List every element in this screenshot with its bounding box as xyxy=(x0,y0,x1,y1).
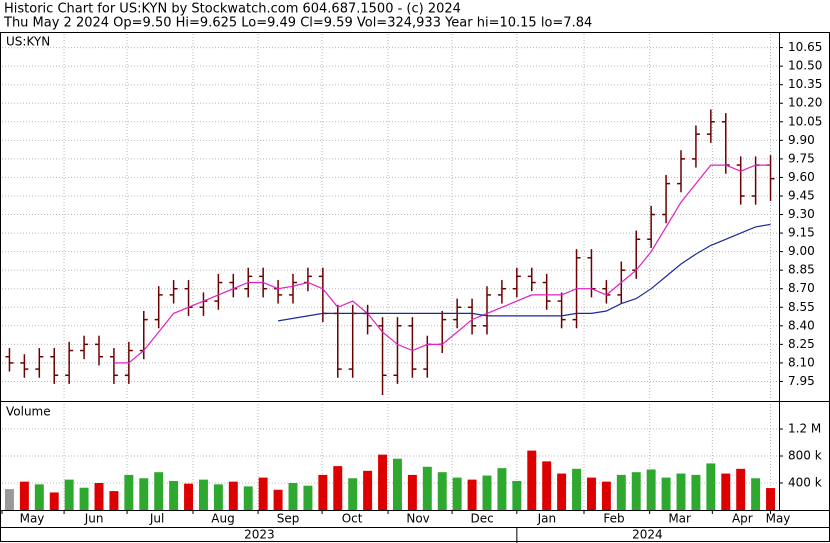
y-tick-label: 10.50 xyxy=(788,59,822,73)
x-tick-label: Dec xyxy=(470,512,493,526)
y-tick-label: 400 k xyxy=(788,475,822,489)
volume-bar xyxy=(34,484,44,510)
volume-bar xyxy=(258,477,268,510)
volume-bar xyxy=(542,461,552,510)
volume-bar xyxy=(646,469,656,510)
y-tick-label: 8.40 xyxy=(788,318,815,332)
y-tick-label: 7.95 xyxy=(788,374,815,388)
y-tick-label: 8.70 xyxy=(788,281,815,295)
volume-bar xyxy=(348,478,358,510)
volume-bar xyxy=(154,472,164,510)
volume-bar xyxy=(422,466,432,510)
volume-bar xyxy=(512,480,522,510)
year-label: 2023 xyxy=(244,528,275,542)
x-tick-label: Jul xyxy=(149,512,164,526)
volume-bar xyxy=(751,478,761,510)
volume-bar xyxy=(318,474,328,510)
volume-bar xyxy=(109,491,119,510)
y-tick-label: 8.85 xyxy=(788,263,815,277)
volume-bar xyxy=(64,479,74,510)
y-tick-label: 10.05 xyxy=(788,114,822,128)
year-label: 2024 xyxy=(632,528,663,542)
volume-bar xyxy=(333,466,343,510)
y-tick-label: 9.75 xyxy=(788,151,815,165)
moving-average xyxy=(113,164,771,364)
volume-bar xyxy=(198,479,208,510)
x-tick-label: May xyxy=(766,512,791,526)
x-tick-label: May xyxy=(20,512,45,526)
volume-bar xyxy=(124,474,134,510)
x-tick-label: Mar xyxy=(668,512,691,526)
y-tick-label: 1.2 M xyxy=(788,421,821,435)
x-tick-label: Nov xyxy=(406,512,429,526)
volume-bar xyxy=(4,489,14,510)
volume-bar xyxy=(273,489,283,510)
volume-bar xyxy=(736,468,746,510)
y-tick-label: 10.65 xyxy=(788,40,822,54)
y-tick-label: 9.60 xyxy=(788,170,815,184)
x-tick-label: Sep xyxy=(277,512,300,526)
x-tick-label: Jun xyxy=(84,512,104,526)
header-quote: Thu May 2 2024 Op=9.50 Hi=9.625 Lo=9.49 … xyxy=(3,16,592,31)
volume-bar xyxy=(766,488,776,510)
y-tick-label: 8.10 xyxy=(788,355,815,369)
y-tick-label: 10.20 xyxy=(788,96,822,110)
x-tick-label: Feb xyxy=(603,512,624,526)
volume-bar xyxy=(452,477,462,510)
header-title: Historic Chart for US:KYN by Stockwatch.… xyxy=(4,2,461,17)
volume-bar xyxy=(407,474,417,510)
volume-bar xyxy=(586,477,596,510)
volume-bar xyxy=(184,483,194,510)
y-tick-label: 8.55 xyxy=(788,300,815,314)
volume-bar xyxy=(691,474,701,510)
volume-bar xyxy=(378,454,388,510)
volume-legend: Volume xyxy=(6,405,51,419)
price-legend: US:KYN xyxy=(6,35,50,49)
volume-bar xyxy=(79,487,89,510)
volume-bar xyxy=(94,482,104,510)
x-tick-label: Aug xyxy=(211,512,234,526)
y-tick-label: 10.35 xyxy=(788,77,822,91)
volume-bar xyxy=(572,468,582,510)
volume-bar xyxy=(557,473,567,510)
volume-bar xyxy=(303,485,313,510)
x-tick-label: Jan xyxy=(537,512,557,526)
volume-bar xyxy=(243,486,253,510)
volume-bar xyxy=(661,477,671,510)
volume-bar xyxy=(482,475,492,510)
volume-bar xyxy=(49,492,59,510)
volume-bar xyxy=(139,478,149,510)
volume-bar xyxy=(676,473,686,510)
volume-bar xyxy=(706,463,716,510)
volume-bar xyxy=(19,481,29,510)
y-tick-label: 9.00 xyxy=(788,244,815,258)
volume-bar xyxy=(288,482,298,510)
volume-bar xyxy=(228,481,238,510)
volume-bar xyxy=(721,473,731,510)
x-tick-label: Apr xyxy=(732,512,753,526)
volume-bar xyxy=(363,470,373,510)
volume-bar xyxy=(616,474,626,510)
y-tick-label: 8.25 xyxy=(788,337,815,351)
volume-bar xyxy=(497,468,507,510)
y-tick-label: 9.90 xyxy=(788,133,815,147)
volume-bar xyxy=(631,472,641,510)
volume-bar xyxy=(437,472,447,510)
volume-bar xyxy=(213,484,223,510)
volume-bar xyxy=(601,481,611,510)
y-tick-label: 9.45 xyxy=(788,188,815,202)
volume-bar xyxy=(467,479,477,510)
y-tick-label: 9.30 xyxy=(788,207,815,221)
volume-bar xyxy=(169,480,179,510)
volume-bar xyxy=(527,450,537,510)
y-tick-label: 800 k xyxy=(788,448,822,462)
moving-average xyxy=(278,223,771,322)
x-tick-label: Oct xyxy=(342,512,363,526)
y-tick-label: 9.15 xyxy=(788,226,815,240)
volume-bar xyxy=(392,458,402,510)
